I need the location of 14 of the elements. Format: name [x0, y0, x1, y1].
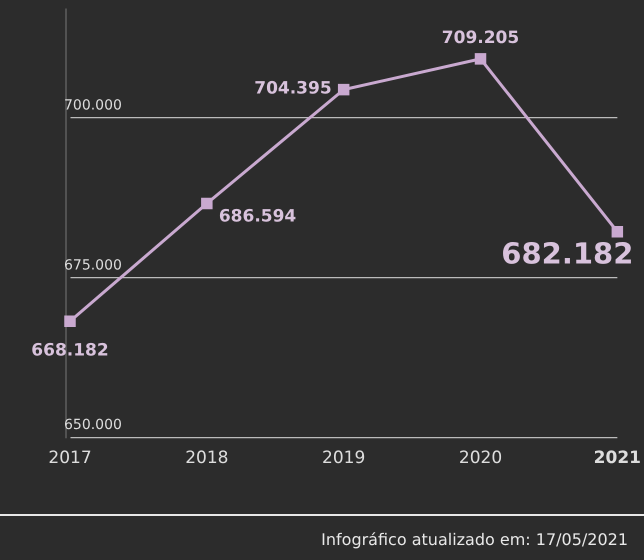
x-tick-label: 2020 [458, 448, 502, 468]
data-label: 686.594 [218, 206, 296, 227]
y-tick-label: 650.000 [64, 417, 122, 434]
x-tick-label: 2021 [594, 448, 642, 468]
x-tick-label: 2017 [48, 448, 92, 468]
data-label: 682.182 [501, 236, 634, 271]
data-label: 704.395 [254, 78, 332, 99]
y-tick-label: 675.000 [64, 257, 122, 274]
y-tick-label: 700.000 [64, 97, 122, 114]
data-label: 668.182 [31, 340, 109, 360]
x-tick-label: 2019 [322, 448, 366, 468]
data-label: 709.205 [442, 28, 520, 48]
x-tick-label: 2018 [185, 448, 228, 468]
text: Infográfico atualizado em: 17/05/2021 [321, 530, 628, 549]
